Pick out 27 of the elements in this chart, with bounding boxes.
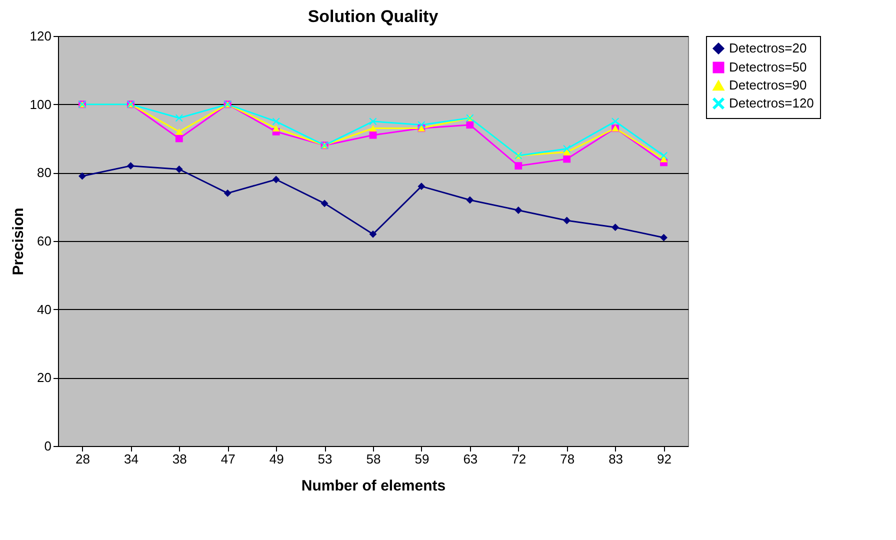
y-tick-label: 20: [37, 370, 52, 386]
x-tick-label: 38: [172, 452, 187, 466]
x-tick-label: 28: [75, 452, 90, 466]
x-tick-label: 49: [269, 452, 284, 466]
x-tick-label: 63: [463, 452, 478, 466]
y-tick-label: 100: [30, 96, 52, 112]
y-tick-label: 40: [37, 302, 52, 317]
y-tick-label: 60: [37, 234, 52, 248]
x-tick-label: 72: [512, 452, 526, 466]
x-tick-label: 47: [220, 452, 236, 466]
x-tick-label: 59: [414, 452, 430, 466]
legend-label: Detectros=50: [729, 60, 807, 74]
legend-label: Detectros=20: [729, 40, 807, 56]
chart-title: Solution Quality: [308, 7, 439, 26]
y-tick-label: 0: [44, 438, 52, 454]
legend-label: Detectros=120: [729, 96, 814, 110]
y-tick-label: 80: [37, 165, 52, 180]
x-tick-label: 83: [608, 452, 624, 466]
x-tick-label: 34: [124, 452, 138, 466]
y-tick-label: 120: [30, 28, 52, 44]
legend-label: Detectros=90: [729, 78, 807, 92]
x-tick-label: 78: [560, 452, 575, 466]
y-axis-title: Precision: [10, 208, 27, 276]
x-tick-label: 92: [657, 452, 672, 466]
x-tick-label: 53: [318, 452, 332, 466]
x-axis-title: Number of elements: [301, 478, 446, 494]
x-tick-label: 58: [366, 452, 381, 466]
